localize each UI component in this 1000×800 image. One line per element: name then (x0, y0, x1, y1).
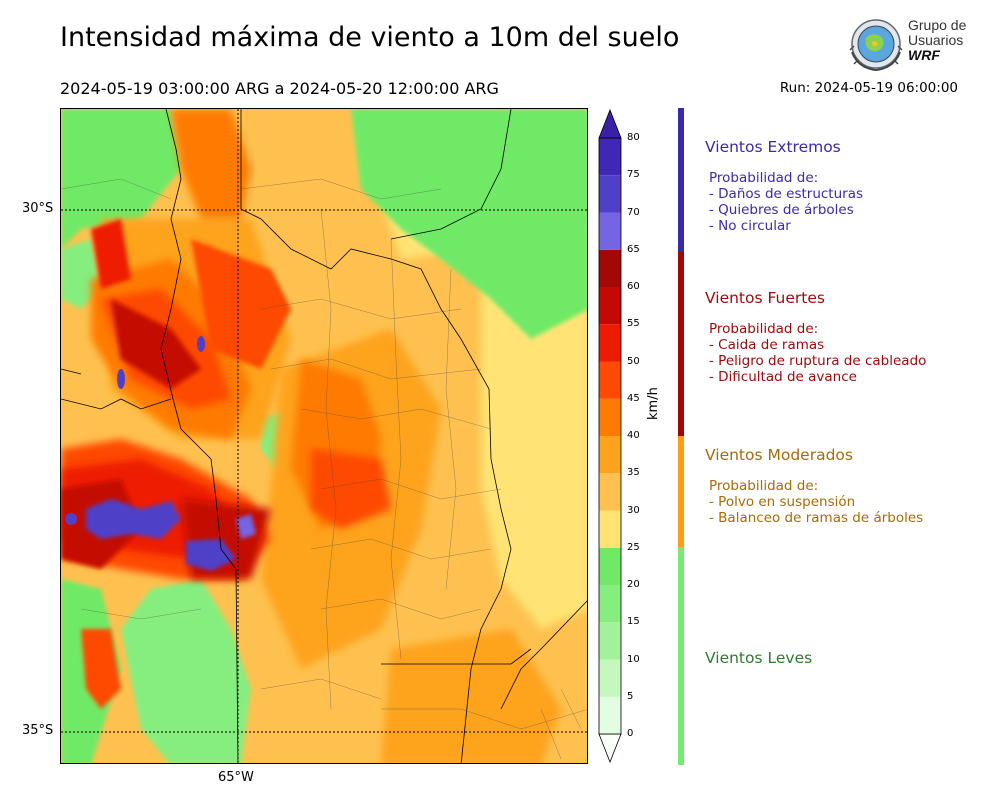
globe-logo-icon (849, 19, 903, 72)
category-desc-line: Probabilidad de: (709, 478, 819, 494)
colorbar-swatch (599, 622, 621, 660)
colorbar-tick-label: 20 (627, 579, 640, 590)
colorbar-swatch (599, 287, 621, 325)
category-desc-line: Probabilidad de: (709, 321, 819, 337)
wind-map (60, 108, 588, 764)
colorbar-tick-label: 35 (627, 467, 640, 479)
category-title-leves: Vientos Leves (705, 649, 813, 667)
colorbar-tick-label: 40 (627, 430, 640, 441)
colorbar-swatch (599, 398, 621, 436)
colorbar-swatch (599, 324, 621, 362)
category-bar-fuertes (678, 252, 684, 436)
category-moderados: Vientos Moderados Probabilidad de: - Pol… (705, 446, 923, 526)
colorbar-swatch (599, 212, 621, 250)
colorbar-swatch (599, 510, 621, 548)
colorbar-tick-label: 80 (627, 132, 640, 143)
colorbar-swatch (599, 436, 621, 474)
colorbar-swatch (599, 547, 621, 585)
category-bar-leves (678, 547, 684, 765)
colorbar-tick-label: 75 (627, 169, 640, 181)
category-desc-line: - Caida de ramas (709, 337, 825, 353)
category-fuertes: Vientos Fuertes Probabilidad de: - Caida… (705, 289, 926, 385)
forecast-period: 2024-05-19 03:00:00 ARG a 2024-05-20 12:… (60, 79, 499, 98)
colorbar-tick-label: 10 (627, 653, 640, 665)
colorbar-under-arrow (598, 733, 622, 764)
category-desc-line: - Polvo en suspensión (709, 494, 856, 510)
colorbar-tick-label: 55 (627, 318, 640, 330)
lon-label-65w: 65°W (218, 770, 254, 785)
category-bar-extremos (678, 108, 684, 252)
colorbar-tick-label: 5 (627, 690, 634, 702)
lat-label-30s: 30°S (22, 201, 54, 216)
category-leves: Vientos Leves (705, 649, 812, 667)
logo-line-2: Usuarios (908, 32, 964, 48)
lat-label-35s: 35°S (22, 723, 54, 738)
category-extremos: Vientos Extremos Probabilidad de: - Daño… (705, 138, 863, 234)
category-desc-line: - Daños de estructuras (709, 186, 864, 202)
colorbar-tick-label: 15 (627, 616, 640, 628)
colorbar-swatch (599, 138, 621, 176)
wind-field (61, 109, 587, 763)
wrf-logo: Grupo de Usuarios WRF (848, 16, 973, 76)
colorbar-swatch (599, 585, 621, 623)
colorbar-outline (598, 137, 622, 735)
colorbar-tick-label: 30 (627, 504, 640, 516)
category-desc-line: - Dificultad de avance (709, 369, 857, 385)
model-run: Run: 2024-05-19 06:00:00 (779, 80, 958, 96)
colorbar-swatch (599, 175, 621, 213)
colorbar-over-arrow (598, 108, 622, 139)
colorbar-tick-label: 70 (627, 206, 640, 218)
colorbar-swatch (599, 473, 621, 511)
colorbar-swatch (599, 249, 621, 287)
colorbar-tick-label: 45 (627, 392, 640, 404)
colorbar-swatch (599, 696, 621, 734)
colorbar-tick-label: 60 (627, 281, 640, 292)
category-desc-line: - Balanceo de ramas de árboles (709, 510, 924, 526)
category-desc-line: - Quiebres de árboles (709, 202, 854, 218)
logo-line-3: WRF (908, 47, 940, 63)
colorbar-tick-label: 0 (627, 728, 634, 739)
category-title-moderados: Vientos Moderados (705, 446, 853, 464)
colorbar: 0 5 10 15 20 25 30 35 40 45 50 55 60 65 70 75 80 (596, 108, 656, 768)
colorbar-swatch (599, 361, 621, 399)
category-title-extremos: Vientos Extremos (705, 138, 841, 156)
category-title-fuertes: Vientos Fuertes (705, 289, 825, 307)
logo-line-1: Grupo de (908, 17, 967, 33)
colorbar-tick-label: 65 (627, 243, 640, 255)
category-desc-line: - Peligro de ruptura de cableado (709, 353, 927, 369)
colorbar-tick-label: 25 (627, 541, 640, 553)
category-desc-line: Probabilidad de: (709, 170, 819, 186)
colorbar-swatches (598, 108, 622, 764)
map-title: Intensidad máxima de viento a 10m del su… (60, 22, 680, 53)
category-bar-moderados (678, 436, 684, 547)
colorbar-tick-label: 50 (627, 355, 640, 367)
category-desc-line: - No circular (709, 218, 791, 234)
colorbar-swatch (599, 659, 621, 697)
colorbar-unit: km/h (646, 387, 661, 420)
